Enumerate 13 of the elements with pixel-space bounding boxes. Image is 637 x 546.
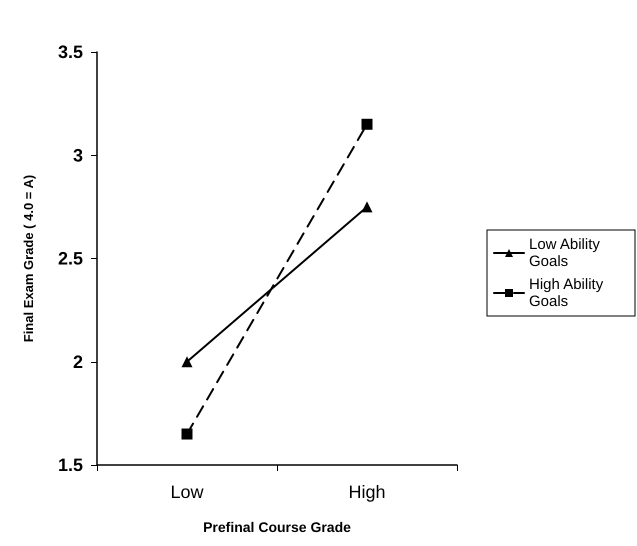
point	[182, 428, 192, 440]
legend-label: Low Ability Goals	[529, 236, 604, 270]
y-axis-title: Final Exam Grade ( 4.0 = A)	[21, 174, 36, 342]
point	[362, 118, 372, 130]
x-tick-label: High	[348, 482, 386, 502]
y-tick-label: 3	[72, 145, 83, 166]
y-tick-label: 2	[72, 352, 83, 372]
x-tick-label: Low	[170, 482, 205, 502]
y-tick-label: 3.5	[58, 42, 83, 62]
x-axis-title: Prefinal Course Grade	[203, 519, 352, 535]
y-tick-label: 2.5	[58, 248, 83, 268]
y-tick-label: 1.5	[58, 455, 83, 475]
legend-label: High Ability Goals	[529, 276, 608, 310]
